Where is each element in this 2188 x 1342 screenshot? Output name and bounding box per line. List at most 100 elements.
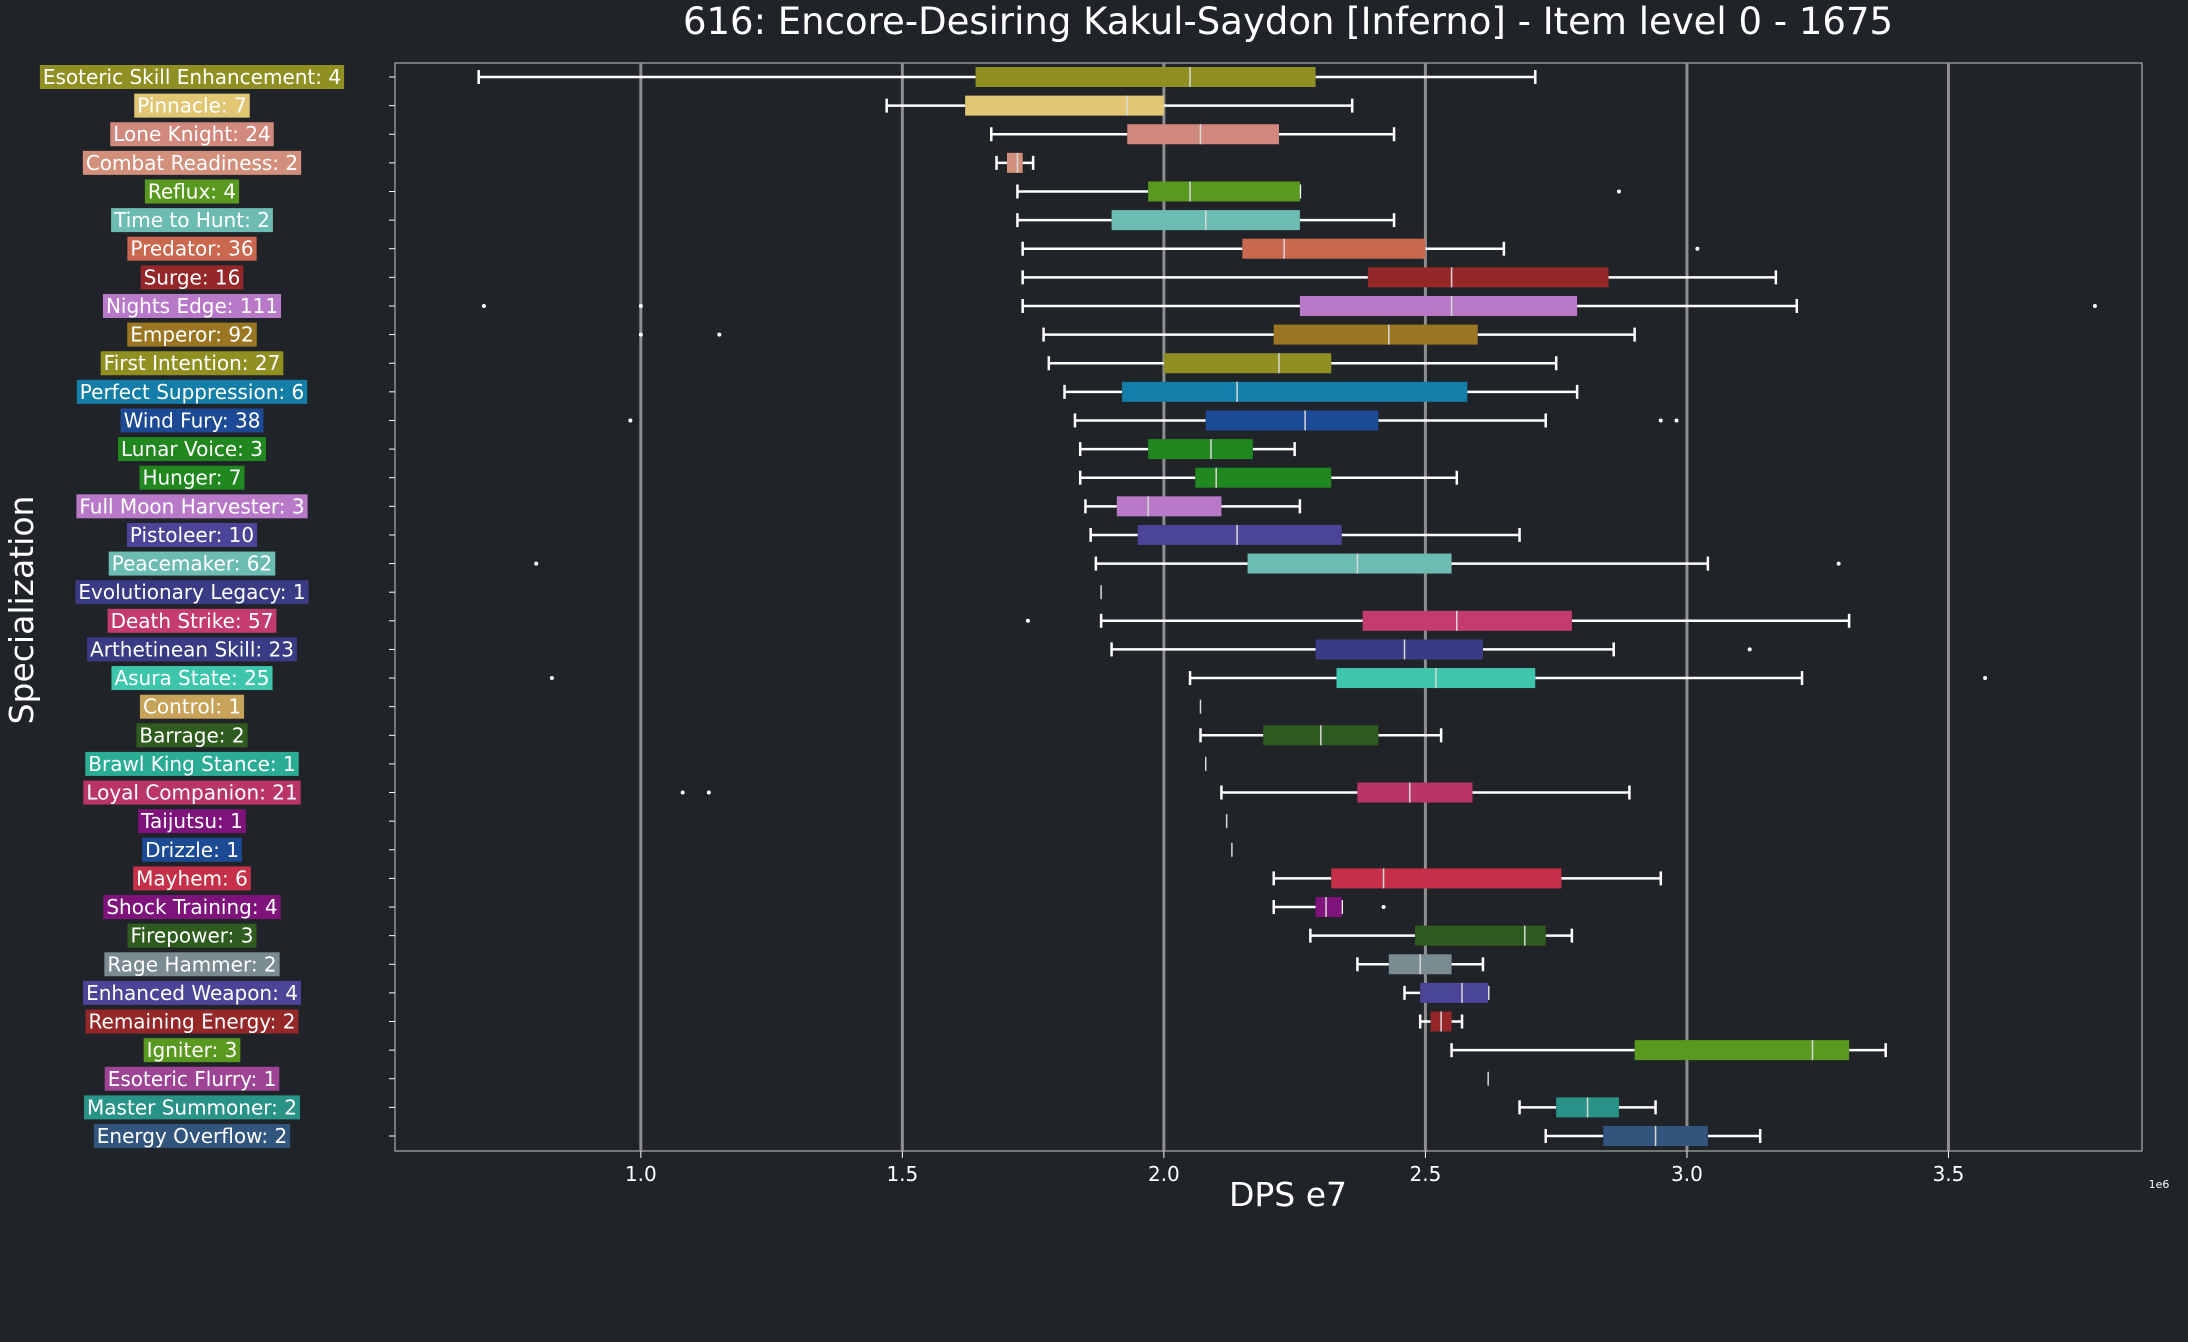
outlier-point bbox=[1747, 647, 1752, 652]
outlier-point bbox=[549, 676, 554, 681]
category-label: Enhanced Weapon: 4 bbox=[86, 981, 298, 1005]
category-label-bg bbox=[100, 351, 284, 376]
x-tick-label: 1.0 bbox=[625, 1162, 657, 1186]
x-tick-label: 2.5 bbox=[1410, 1162, 1442, 1186]
category-label: Shock Training: 4 bbox=[106, 895, 277, 919]
category-label-bg bbox=[93, 1124, 291, 1148]
outlier-point bbox=[1695, 246, 1700, 251]
outlier-point bbox=[638, 332, 643, 337]
category-label-bg bbox=[102, 293, 282, 318]
x-axis-label: DPS e7 bbox=[1229, 1175, 1347, 1214]
category-label: First Intention: 27 bbox=[104, 351, 281, 375]
category-label-bg bbox=[75, 580, 309, 605]
category-label-bg bbox=[82, 150, 302, 175]
category-label: Barrage: 2 bbox=[139, 723, 244, 747]
iqr-box bbox=[965, 95, 1164, 116]
category-label: Peacemaker: 62 bbox=[112, 552, 273, 576]
category-label: Loyal Companion: 21 bbox=[86, 781, 297, 805]
iqr-box bbox=[1331, 868, 1562, 889]
category-label-bg bbox=[139, 694, 245, 719]
iqr-box bbox=[1205, 410, 1379, 431]
category-label: Brawl King Stance: 1 bbox=[88, 752, 295, 776]
outlier-point bbox=[680, 790, 685, 795]
category-label: Remaining Energy: 2 bbox=[89, 1010, 296, 1034]
category-label: Energy Overflow: 2 bbox=[97, 1124, 287, 1148]
category-label-bg bbox=[111, 208, 273, 233]
category-label: Drizzle: 1 bbox=[145, 838, 239, 862]
category-label-bg bbox=[85, 751, 299, 776]
iqr-box bbox=[1247, 553, 1452, 574]
iqr-box bbox=[1116, 496, 1222, 517]
category-label: Emperor: 92 bbox=[130, 323, 254, 347]
outlier-point bbox=[1674, 418, 1679, 423]
category-label-bg bbox=[107, 608, 277, 633]
category-label-bg bbox=[108, 551, 276, 576]
category-label: Lunar Voice: 3 bbox=[121, 437, 263, 461]
category-label: Nights Edge: 111 bbox=[106, 294, 278, 318]
iqr-box bbox=[1357, 782, 1473, 803]
category-label: Wind Fury: 38 bbox=[124, 408, 261, 432]
outlier-point bbox=[1836, 561, 1841, 566]
category-label: Time to Hunt: 2 bbox=[113, 208, 270, 232]
category-label: Taijutsu: 1 bbox=[140, 809, 243, 833]
category-label-bg bbox=[76, 494, 308, 519]
category-label-bg bbox=[133, 866, 251, 891]
plot-frame bbox=[394, 62, 2143, 1152]
category-label-bg bbox=[85, 1009, 299, 1034]
category-label: Rage Hammer: 2 bbox=[107, 952, 276, 976]
iqr-box bbox=[1420, 982, 1489, 1003]
outlier-point bbox=[628, 418, 633, 423]
outlier-point bbox=[1658, 418, 1663, 423]
iqr-box bbox=[1634, 1040, 1850, 1061]
outlier-point bbox=[717, 332, 722, 337]
iqr-box bbox=[1122, 381, 1468, 402]
iqr-box bbox=[1148, 181, 1300, 202]
iqr-box bbox=[1362, 610, 1572, 631]
category-label-bg bbox=[104, 1066, 280, 1091]
category-label-bg bbox=[139, 465, 245, 490]
category-label: Perfect Suppression: 6 bbox=[80, 380, 304, 404]
outlier-point bbox=[2092, 303, 2097, 308]
iqr-box bbox=[1127, 124, 1279, 145]
category-label-bg bbox=[127, 236, 257, 261]
chart-title: 616: Encore-Desiring Kakul-Saydon [Infer… bbox=[683, 0, 1893, 43]
category-label-bg bbox=[110, 122, 274, 147]
category-label: Reflux: 4 bbox=[148, 179, 236, 203]
outlier-point bbox=[1025, 618, 1030, 623]
category-label-bg bbox=[84, 1095, 300, 1120]
category-label: Master Summoner: 2 bbox=[87, 1095, 297, 1119]
category-label: Combat Readiness: 2 bbox=[86, 151, 298, 175]
iqr-box bbox=[1273, 324, 1478, 345]
iqr-box bbox=[1137, 524, 1342, 545]
category-label-bg bbox=[120, 408, 264, 433]
category-label-bg bbox=[87, 637, 297, 662]
outlier-point bbox=[706, 790, 711, 795]
outlier-point bbox=[481, 303, 486, 308]
category-label: Firepower: 3 bbox=[131, 924, 254, 948]
category-label: Evolutionary Legacy: 1 bbox=[78, 580, 305, 604]
category-label: Full Moon Harvester: 3 bbox=[79, 494, 304, 518]
outlier-point bbox=[638, 303, 643, 308]
category-label-bg bbox=[143, 1038, 241, 1063]
category-label-bg bbox=[134, 93, 250, 118]
category-label: Lone Knight: 24 bbox=[113, 122, 270, 146]
category-label: Asura State: 25 bbox=[114, 666, 269, 690]
x-tick-label: 2.0 bbox=[1148, 1162, 1180, 1186]
category-label: Death Strike: 57 bbox=[111, 609, 274, 633]
x-tick-label: 3.5 bbox=[1933, 1162, 1965, 1186]
category-label-bg bbox=[117, 437, 267, 462]
category-label-bg bbox=[136, 723, 248, 748]
category-label: Arthetinean Skill: 23 bbox=[90, 637, 294, 661]
category-label-bg bbox=[103, 895, 281, 920]
category-label-bg bbox=[126, 522, 258, 547]
category-label: Pinnacle: 7 bbox=[137, 94, 246, 118]
category-label-bg bbox=[111, 666, 273, 691]
iqr-box bbox=[1315, 639, 1483, 660]
iqr-box bbox=[1195, 467, 1332, 488]
y-axis-label: Specialization bbox=[2, 496, 41, 725]
category-label: Hunger: 7 bbox=[142, 466, 241, 490]
category-label: Esoteric Flurry: 1 bbox=[108, 1067, 277, 1091]
iqr-box bbox=[975, 67, 1316, 87]
x-tick-label: 3.0 bbox=[1671, 1162, 1703, 1186]
